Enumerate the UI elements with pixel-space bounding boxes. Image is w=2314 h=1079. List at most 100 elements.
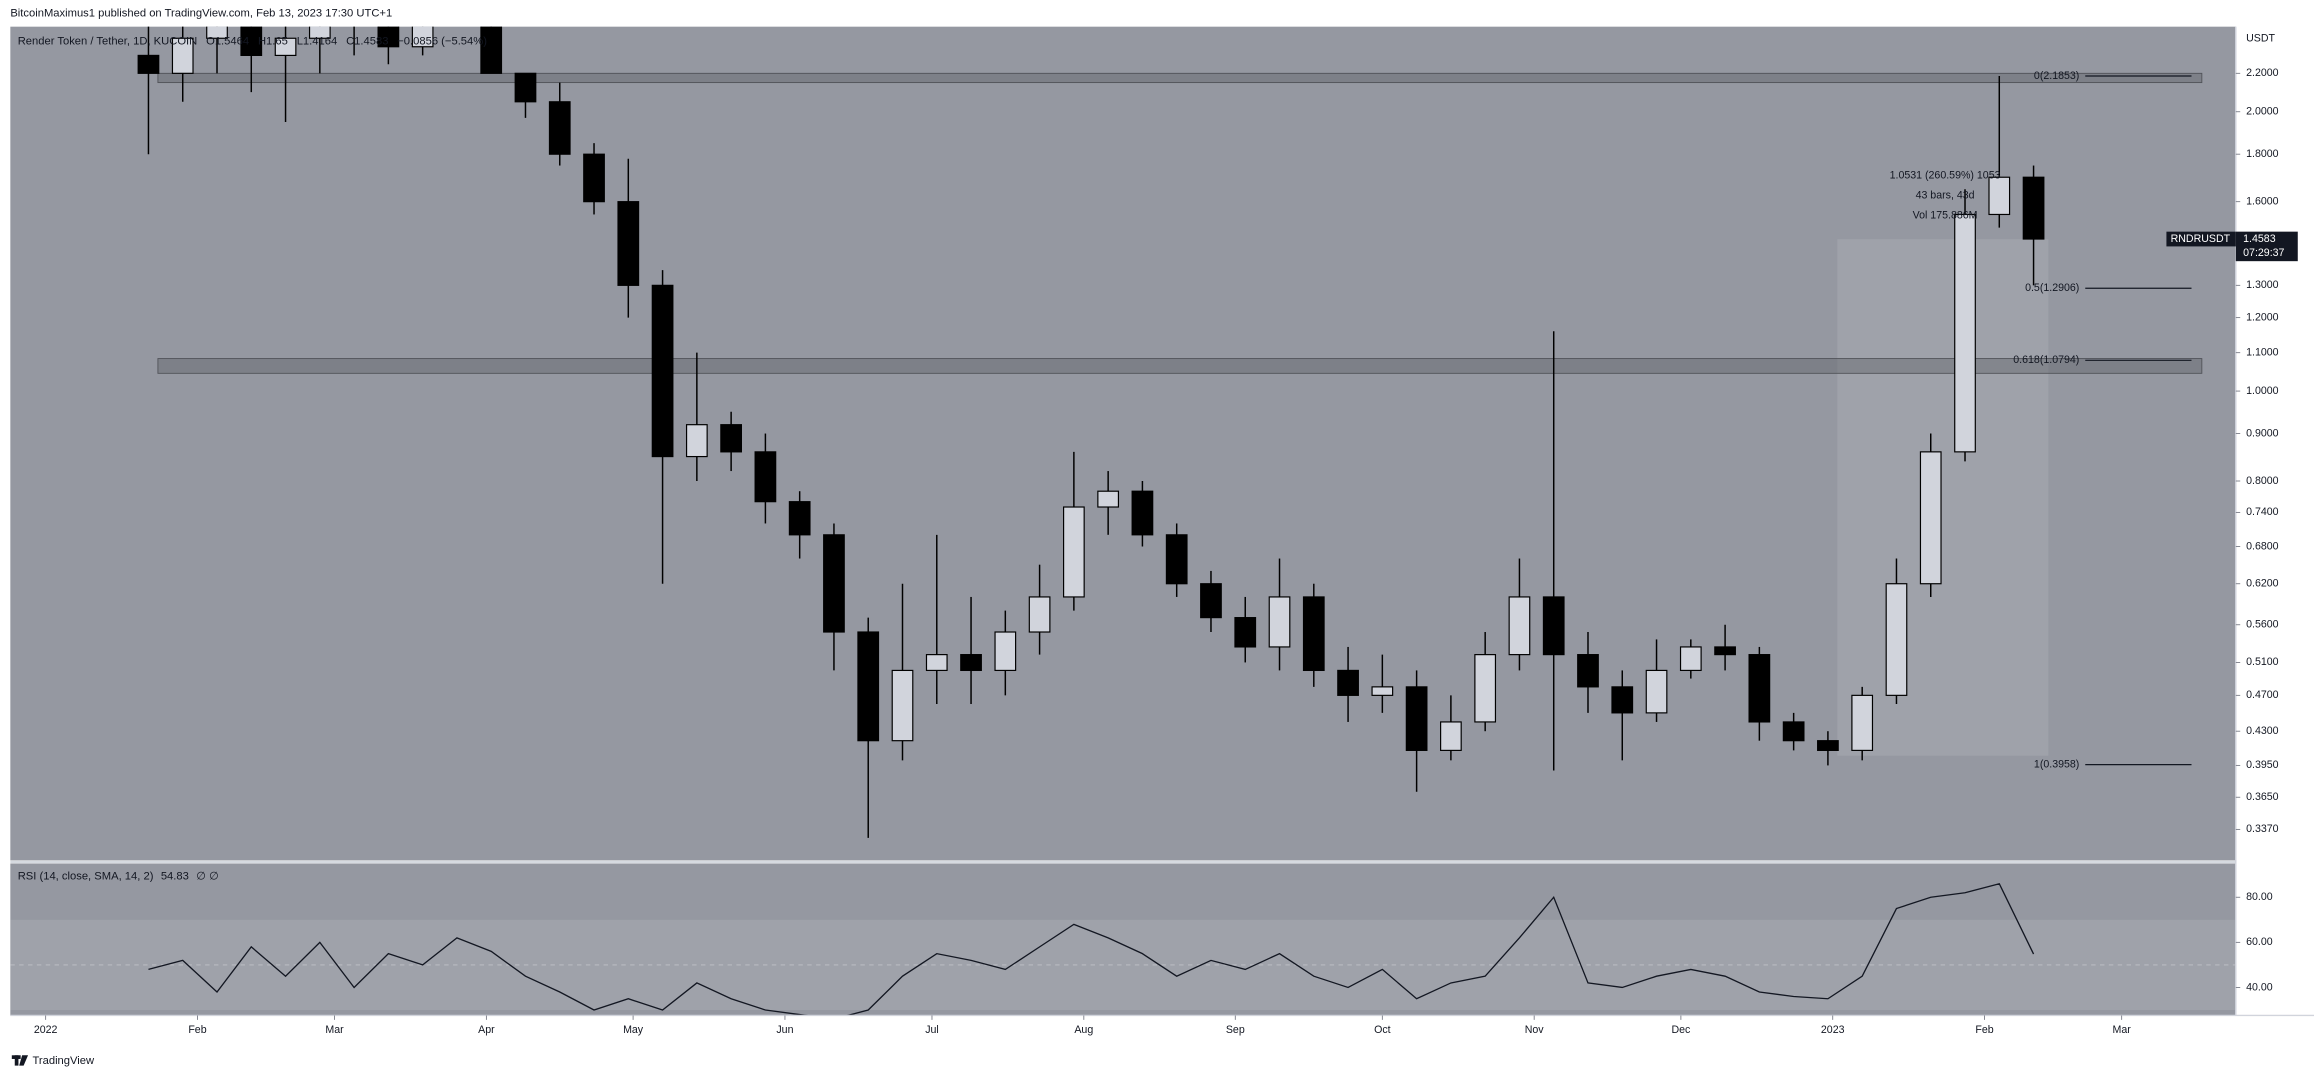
legend-close: C1.4583 [346,35,388,47]
x-tick-label: Nov [1525,1024,1545,1036]
candle-body [1954,213,1976,453]
measure-text: Vol 175.886M [1913,209,1978,221]
countdown: 07:29:37 [2243,247,2284,259]
legend: Render Token / Tether, 1D, KUCOIN O1.5464… [18,35,488,47]
x-tick-label: Aug [1074,1024,1093,1036]
candle-body [1405,686,1428,751]
candle-body [1302,596,1325,672]
legend-change: −0.0856 (−5.54%) [397,35,487,47]
candle-body [1508,596,1531,656]
candle-body [240,26,263,56]
candle-body [1063,506,1085,598]
candle-body [1268,596,1291,648]
candle-body [1919,451,1942,585]
rsi-title: RSI (14, close, SMA, 14, 2) [18,871,154,883]
y-tick-label: 1.3000 [2246,279,2279,291]
candle-body [137,54,160,74]
y-tick-label: 0.8000 [2246,475,2279,487]
candle-body [891,669,914,742]
measure-text: 43 bars, 43d [1916,189,1975,201]
candle-body [1131,490,1154,536]
rsi-band [10,919,2236,1011]
x-tick-label: Mar [2113,1024,2132,1036]
measure-text: 1.0531 (260.59%) 1053 [1890,170,2001,182]
candle-body [720,424,742,453]
rsi-tick-label: 60.00 [2246,936,2273,948]
candle-body [1234,617,1257,648]
candle-body [1714,646,1736,656]
legend-open: O1.5464 [206,35,249,47]
y-tick-label: 0.7400 [2246,506,2279,518]
y-tick-label: 1.0000 [2246,385,2279,397]
publish-header: BitcoinMaximus1 published on TradingView… [10,7,392,19]
candle-body [685,424,708,458]
candle-body [1988,176,2011,216]
candle-body [1885,583,1908,696]
candle-body [1577,654,1599,688]
candle-body [514,72,537,103]
candle-body [925,654,948,672]
candle-body [960,654,982,672]
x-tick-label: Feb [1975,1024,1993,1036]
candle-body [377,26,400,48]
legend-high: H1.65 [258,35,288,47]
candle-body [651,284,674,458]
rsi-tick-label: 40.00 [2246,981,2273,993]
candle-body [1200,583,1222,619]
rsi-value: 54.83 [161,871,189,883]
rsi-extra: ∅ ∅ [196,871,219,883]
x-tick-label: Mar [325,1024,344,1036]
candle-body [1474,654,1497,723]
x-tick-label: 2022 [34,1024,58,1036]
candle-body [1782,721,1805,742]
candle-body [171,37,194,74]
zone [157,358,2203,374]
candle-body [2022,176,2045,240]
candle-body [1817,740,1839,751]
symbol-label: RNDRUSDT [2171,233,2231,245]
y-tick-label: 0.4700 [2246,689,2279,701]
candle-body [617,201,640,286]
y-tick-label: 1.1000 [2246,346,2279,358]
candle-body [754,451,777,503]
price-plot [137,26,2203,838]
measure-box [1837,239,2049,756]
y-tick-label: 0.6200 [2246,578,2279,590]
candle-body [308,26,331,39]
candle-body [548,101,571,155]
candle-body [1679,646,1702,672]
candle-body [994,631,1017,672]
legend-low: L1.4164 [297,35,338,47]
y-tick-label: 0.5600 [2246,619,2279,631]
y-tick-label: 0.3650 [2246,791,2279,803]
candle-body [788,501,811,536]
candle-body [1097,490,1120,508]
rsi-line [148,882,2035,1016]
x-tick-label: Oct [1374,1024,1391,1036]
x-tick-label: Feb [188,1024,206,1036]
rsi-pane [10,863,2236,1016]
fib-label: 0.5(1.2906) [2025,282,2079,294]
candle-body [411,26,434,48]
fib-label: 0(2.1853) [2034,70,2079,82]
x-tick-label: Sep [1226,1024,1245,1036]
candle-body [274,37,297,56]
y-tick-label: 1.8000 [2246,148,2279,160]
x-tick-label: Jun [776,1024,793,1036]
y-tick-label: 1.6000 [2246,195,2279,207]
rsi-tick-label: 80.00 [2246,891,2273,903]
zone [157,72,2203,84]
tradingview-logo [11,1055,29,1066]
x-tick-label: Dec [1671,1024,1691,1036]
candle-body [206,26,228,39]
y-tick-label: 0.3950 [2246,759,2279,771]
x-tick-label: 2023 [1821,1024,1845,1036]
footer-brand: TradingView [32,1055,95,1067]
candle-body [1851,694,1874,751]
candle-body [583,153,605,203]
candle-body [1748,654,1771,723]
candle-body [823,534,845,633]
price-label: 1.4583 [2243,233,2276,245]
